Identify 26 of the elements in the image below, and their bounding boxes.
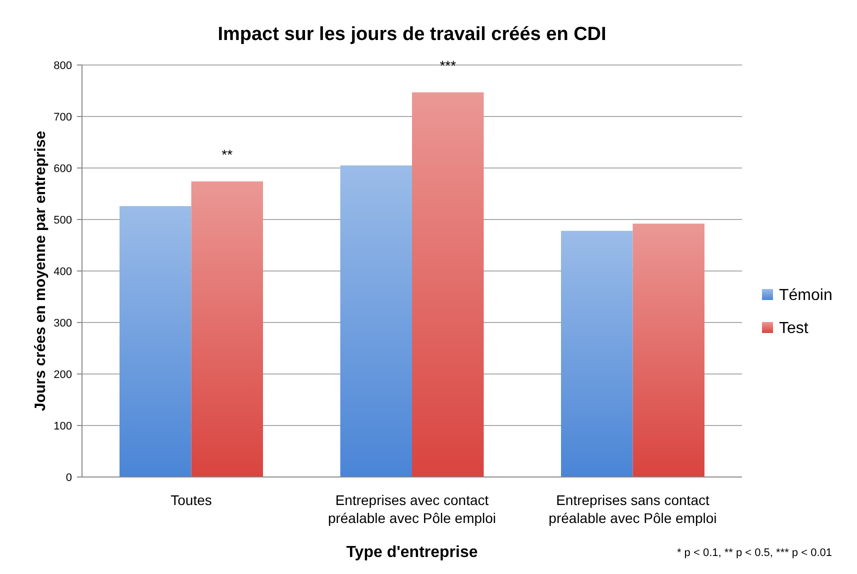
x-axis-title: Type d'entreprise (346, 544, 478, 561)
bar (191, 181, 264, 477)
y-tick-label: 200 (54, 369, 72, 381)
y-tick-label: 500 (54, 214, 72, 226)
legend-label: Témoin (779, 287, 832, 304)
y-tick-label: 400 (54, 266, 72, 278)
y-tick-label: 600 (54, 163, 72, 175)
bar (632, 224, 704, 477)
bar (412, 92, 484, 477)
bar (560, 230, 633, 477)
annotation: *** (440, 57, 457, 74)
x-tick-label: Entreprises avec contact préalable avec Pôle emploi (328, 492, 496, 526)
y-tick-label: 800 (54, 60, 72, 72)
x-tick-label: Toutes (170, 492, 212, 508)
annotation: ** (222, 146, 234, 162)
chart-title: Impact sur les jours de travail créés en CDI (218, 24, 606, 45)
y-tick-label: 700 (54, 112, 72, 124)
bar (120, 206, 192, 477)
y-tick-label: 0 (66, 472, 72, 484)
bar (340, 165, 412, 477)
legend-label: Test (779, 320, 809, 337)
y-axis-title: Jours crées en moyenne par entreprise (32, 130, 49, 412)
text: * p < 0.1, ** p < 0.5, *** p < 0.01 (676, 547, 832, 559)
y-tick-label: 100 (54, 420, 72, 432)
y-tick-label: 300 (54, 318, 72, 330)
x-tick-label: Entreprises sans contact préalable avec Pôle emploi (548, 492, 717, 526)
